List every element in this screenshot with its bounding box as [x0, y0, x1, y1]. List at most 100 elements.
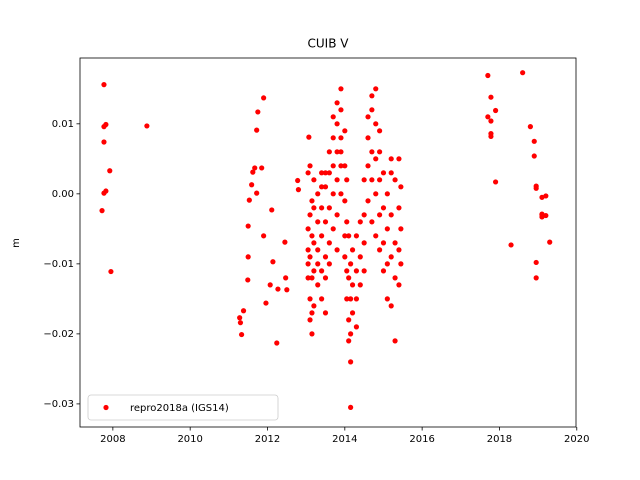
data-point: [369, 107, 375, 113]
data-point: [543, 193, 549, 199]
data-point: [295, 187, 302, 193]
data-point: [261, 233, 267, 239]
data-point: [396, 282, 402, 288]
data-point: [361, 212, 367, 218]
data-point: [311, 240, 317, 246]
data-point: [349, 310, 356, 316]
data-point: [508, 242, 514, 248]
data-point: [322, 184, 329, 190]
data-point: [238, 331, 245, 338]
legend-label: repro2018a (IGS14): [130, 403, 229, 414]
data-point: [348, 359, 354, 365]
data-point: [319, 296, 325, 302]
data-point: [531, 138, 537, 144]
data-point: [349, 282, 356, 288]
data-point: [492, 179, 499, 185]
data-point: [259, 165, 265, 171]
data-point: [252, 165, 258, 171]
data-point: [396, 247, 402, 253]
data-point: [485, 114, 491, 120]
data-point: [306, 134, 312, 140]
y-tick-label: −0.02: [43, 329, 74, 340]
legend-box: [87, 394, 279, 421]
data-point: [330, 135, 336, 141]
data-point: [334, 177, 340, 183]
data-point: [249, 182, 255, 188]
data-point: [361, 268, 367, 274]
data-point: [334, 100, 340, 106]
data-point: [101, 139, 107, 145]
data-point: [380, 170, 387, 176]
data-point: [334, 149, 340, 155]
data-point: [380, 240, 387, 246]
data-point: [261, 95, 267, 101]
data-point: [305, 170, 311, 176]
data-point: [392, 240, 398, 246]
data-point: [307, 163, 313, 169]
data-point: [398, 226, 404, 232]
data-point: [326, 261, 332, 267]
data-point: [283, 275, 289, 281]
data-point: [377, 177, 383, 183]
data-point: [388, 156, 394, 162]
data-point: [319, 233, 325, 239]
data-point: [488, 94, 494, 100]
data-point: [388, 303, 394, 309]
data-point: [369, 219, 375, 225]
data-point: [295, 177, 301, 184]
data-point: [353, 296, 360, 302]
data-point: [338, 86, 344, 92]
x-tick-label: 2008: [100, 434, 125, 445]
data-point: [309, 310, 315, 316]
data-point: [245, 277, 251, 283]
data-point: [330, 191, 336, 197]
data-point: [369, 149, 375, 155]
data-point: [338, 149, 344, 155]
data-point: [346, 317, 352, 323]
data-point: [311, 177, 317, 183]
data-point: [377, 247, 383, 253]
data-point: [250, 169, 256, 175]
x-tick-label: 2020: [564, 434, 589, 445]
data-point: [357, 219, 363, 225]
data-point: [269, 207, 275, 213]
data-point: [384, 261, 390, 267]
data-point: [338, 135, 344, 141]
data-point: [338, 191, 344, 197]
data-point: [307, 296, 313, 302]
data-point: [305, 247, 311, 253]
data-point: [392, 177, 398, 183]
y-tick-label: 0.01: [52, 119, 74, 130]
data-point: [349, 247, 356, 253]
data-point: [246, 197, 252, 203]
data-point: [373, 191, 379, 197]
data-point: [330, 163, 336, 169]
data-point: [307, 254, 313, 260]
data-point: [520, 70, 526, 76]
data-point: [144, 123, 150, 129]
data-point: [311, 303, 317, 309]
data-point: [492, 107, 499, 114]
data-point: [307, 212, 313, 218]
data-point: [342, 198, 348, 204]
data-point: [365, 198, 371, 204]
data-point: [254, 127, 260, 133]
data-point: [240, 308, 247, 314]
data-point: [377, 128, 383, 134]
data-point: [319, 184, 325, 190]
data-point: [488, 118, 494, 124]
axes-frame: [79, 57, 577, 428]
data-point: [270, 259, 276, 265]
data-point: [263, 300, 269, 306]
data-point: [305, 226, 311, 232]
data-point: [305, 261, 311, 267]
data-point: [388, 170, 394, 176]
x-tick-label: 2014: [332, 434, 357, 445]
data-point: [388, 254, 394, 260]
data-point: [284, 287, 290, 293]
data-point: [245, 254, 251, 260]
data-point: [305, 275, 311, 281]
data-point: [334, 247, 340, 253]
data-point: [361, 240, 367, 246]
data-point: [353, 324, 360, 330]
